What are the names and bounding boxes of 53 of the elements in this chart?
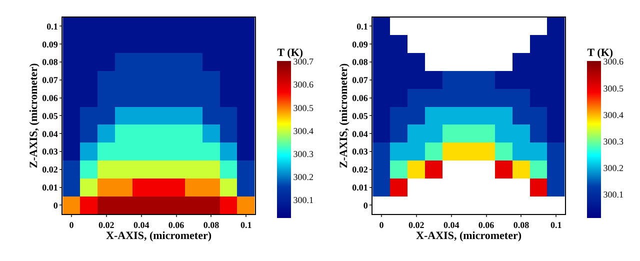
- y-tick-label: 0.05: [352, 110, 368, 121]
- y-axis-title: Z-AXIS, (micrometer): [28, 62, 40, 168]
- y-tick-label: 0.1: [356, 21, 368, 32]
- y-tick-label: 0.01: [352, 182, 368, 192]
- x-axis-title: X-AXIS, (micrometer): [416, 230, 522, 242]
- color-bar-label: 300.6: [293, 80, 314, 90]
- x-tick-label: 0.02: [98, 220, 115, 230]
- y-tick-label: 0.03: [42, 146, 58, 157]
- y-tick-label: 0.02: [42, 164, 58, 175]
- y-tick-label: 0.1: [46, 21, 58, 32]
- color-bar-title: T (K): [277, 46, 304, 59]
- color-bar-title: T (K): [587, 46, 614, 59]
- color-bar-label: 300.4: [603, 110, 624, 120]
- y-tick-label: 0.09: [42, 39, 58, 50]
- color-bar-label: 300.2: [603, 163, 624, 174]
- x-tick-label: 0.08: [513, 220, 530, 230]
- y-axis-title: Z-AXIS, (micrometer): [338, 62, 350, 168]
- y-tick-label: 0.04: [352, 128, 368, 139]
- color-bar-label: 300.5: [293, 102, 314, 113]
- x-tick-label: 0: [379, 220, 384, 230]
- y-tick-label: 0.08: [42, 57, 58, 68]
- color-bar-label: 300.7: [293, 56, 314, 67]
- color-bar-label: 300.3: [293, 149, 314, 159]
- x-axis-title: X-AXIS, (micrometer): [106, 230, 212, 242]
- x-tick-label: 0.06: [168, 220, 185, 230]
- color-bar-label: 300.6: [603, 56, 624, 67]
- color-bar-label: 300.1: [293, 195, 314, 206]
- color-bar-label: 300.5: [603, 83, 624, 94]
- y-tick-label: 0.02: [352, 164, 368, 175]
- color-bar-label: 300.3: [603, 136, 624, 146]
- color-bar-label: 300.2: [293, 172, 314, 182]
- y-tick-label: 0.03: [352, 146, 368, 157]
- y-tick-label: 0.05: [42, 110, 58, 121]
- y-tick-label: 0: [363, 200, 368, 210]
- y-tick-label: 0: [53, 200, 58, 210]
- y-tick-label: 0.06: [42, 92, 58, 103]
- x-tick-label: 0.04: [133, 220, 150, 230]
- y-tick-label: 0.08: [352, 57, 368, 68]
- x-tick-label: 0.1: [240, 220, 252, 230]
- y-tick-label: 0.07: [42, 75, 58, 86]
- color-bar-label: 300.1: [603, 190, 624, 200]
- y-tick-label: 0.01: [42, 182, 58, 192]
- y-tick-label: 0.04: [42, 128, 58, 139]
- x-tick-label: 0.1: [550, 220, 562, 230]
- x-tick-label: 0.04: [443, 220, 460, 230]
- y-tick-label: 0.09: [352, 39, 368, 50]
- y-tick-label: 0.07: [352, 75, 368, 86]
- y-tick-label: 0.06: [352, 92, 368, 103]
- x-tick-label: 0.08: [203, 220, 220, 230]
- x-tick-label: 0.06: [478, 220, 495, 230]
- x-tick-label: 0.02: [408, 220, 425, 230]
- color-bar-label: 300.4: [293, 126, 314, 136]
- x-tick-label: 0: [69, 220, 74, 230]
